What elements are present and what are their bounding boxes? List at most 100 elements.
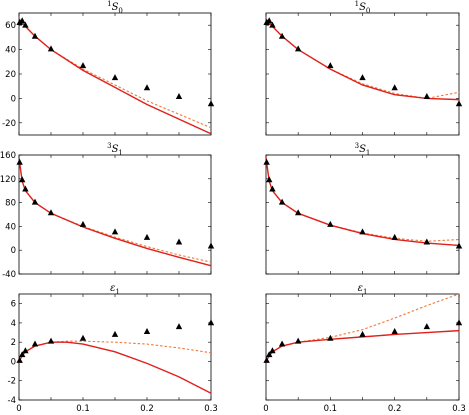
solid-curve bbox=[266, 18, 459, 101]
y-tick-label: 0 bbox=[11, 357, 16, 367]
data-point bbox=[263, 356, 270, 363]
data-point bbox=[455, 319, 463, 326]
data-point bbox=[278, 340, 286, 347]
data-point bbox=[22, 21, 29, 28]
dashed-curve bbox=[19, 157, 211, 263]
data-point bbox=[423, 92, 431, 99]
panel-title: 1S0 bbox=[355, 0, 371, 15]
y-tick-label: 40 bbox=[5, 222, 16, 232]
data-point bbox=[16, 158, 23, 165]
x-tick-label: 0 bbox=[263, 404, 268, 414]
data-point bbox=[423, 238, 431, 245]
data-point bbox=[19, 351, 26, 358]
data-point bbox=[79, 220, 87, 227]
solid-curve bbox=[19, 18, 211, 135]
data-point bbox=[327, 220, 334, 227]
data-point bbox=[19, 17, 26, 24]
data-point bbox=[294, 45, 302, 52]
data-point bbox=[47, 45, 55, 52]
data-point bbox=[391, 233, 398, 240]
data-point bbox=[143, 233, 151, 240]
data-point bbox=[79, 334, 87, 341]
y-tick-label: 40 bbox=[5, 46, 16, 56]
dashed-curve bbox=[266, 294, 459, 362]
solid-curve bbox=[19, 341, 211, 394]
y-tick-label: -40 bbox=[2, 270, 16, 280]
solid-curve bbox=[266, 329, 459, 362]
plot-frame bbox=[18, 12, 212, 136]
data-point bbox=[31, 32, 39, 39]
data-point bbox=[294, 337, 302, 344]
x-tick-label: 0.2 bbox=[140, 404, 154, 414]
x-tick-label: 0 bbox=[16, 404, 21, 414]
y-tick-label: 2 bbox=[11, 338, 16, 348]
y-tick-label: 20 bbox=[5, 70, 16, 80]
y-tick-label: 160 bbox=[0, 151, 16, 161]
data-point bbox=[175, 238, 183, 245]
panel-6: 0 0.1 0.2 0.3 ε1 bbox=[263, 283, 465, 414]
panel-title: 3S1 bbox=[107, 142, 123, 157]
y-tick-label: -4 bbox=[8, 396, 16, 406]
data-point bbox=[175, 92, 183, 99]
panel-title: 1S0 bbox=[107, 0, 123, 15]
data-point bbox=[269, 185, 276, 192]
y-tick-label: 60 bbox=[5, 21, 16, 31]
x-tick-label: 0.1 bbox=[76, 404, 90, 414]
data-point bbox=[207, 319, 215, 326]
plot-frame bbox=[265, 293, 460, 401]
y-tick-label: 120 bbox=[0, 175, 16, 185]
y-tick-label: 80 bbox=[5, 199, 16, 209]
data-point bbox=[22, 347, 29, 354]
data-point bbox=[359, 330, 366, 337]
y-tick-label: -2 bbox=[8, 377, 16, 387]
data-point bbox=[79, 62, 87, 69]
x-tick-label: 0.3 bbox=[204, 404, 218, 414]
panel-2: 1S0 bbox=[263, 0, 463, 136]
data-point bbox=[207, 100, 215, 107]
data-point bbox=[269, 21, 276, 28]
y-tick-label: 4 bbox=[11, 319, 16, 329]
plot-frame bbox=[265, 12, 460, 136]
data-point bbox=[16, 356, 23, 363]
panel-title: 3S1 bbox=[355, 142, 371, 157]
data-point bbox=[359, 228, 366, 235]
data-point bbox=[47, 209, 55, 216]
panel-4: 3S1 bbox=[263, 142, 463, 275]
data-point bbox=[278, 198, 286, 205]
panel-1: 60 40 20 0 -20 1S0 bbox=[2, 0, 215, 136]
solid-curve bbox=[266, 157, 459, 247]
data-point bbox=[423, 323, 431, 330]
data-point bbox=[455, 100, 463, 107]
data-point bbox=[111, 74, 119, 81]
y-tick-label: 6 bbox=[11, 300, 16, 310]
data-point bbox=[175, 323, 183, 330]
plot-frame bbox=[18, 293, 212, 401]
y-tick-label: 0 bbox=[11, 246, 16, 256]
data-point bbox=[263, 19, 270, 26]
data-point bbox=[111, 228, 119, 235]
x-tick-label: 0.1 bbox=[324, 404, 338, 414]
data-point bbox=[391, 327, 398, 334]
data-point bbox=[31, 198, 39, 205]
data-point bbox=[143, 84, 151, 91]
data-point bbox=[327, 334, 334, 341]
panel-title: ε1 bbox=[358, 283, 368, 296]
plot-frame bbox=[265, 154, 460, 275]
x-tick-label: 0.3 bbox=[452, 404, 466, 414]
panel-3: 160 120 80 40 0 -40 3S1 bbox=[0, 142, 215, 280]
y-tick-label: 0 bbox=[11, 94, 16, 104]
data-point bbox=[143, 327, 151, 334]
data-point bbox=[47, 337, 55, 344]
data-point bbox=[31, 340, 39, 347]
data-point bbox=[359, 74, 366, 81]
data-point bbox=[278, 32, 286, 39]
data-point bbox=[266, 176, 273, 183]
panel-title: ε1 bbox=[110, 283, 120, 296]
data-point bbox=[263, 158, 270, 165]
x-tick-label: 0.2 bbox=[388, 404, 402, 414]
data-point bbox=[266, 17, 273, 24]
dashed-curve bbox=[19, 18, 211, 129]
y-tick-label: -20 bbox=[2, 119, 16, 129]
